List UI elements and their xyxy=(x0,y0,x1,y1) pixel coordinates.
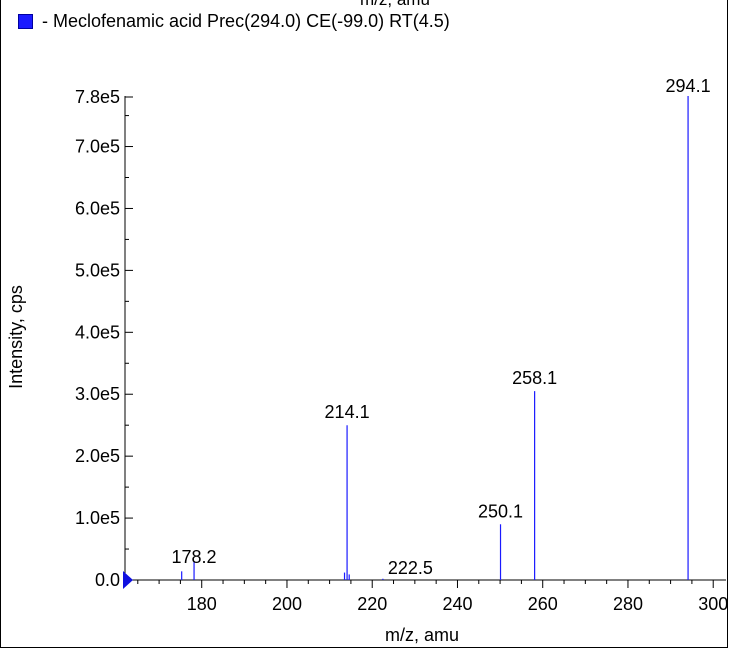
x-tick-label: 300 xyxy=(698,594,728,614)
y-tick-label: 7.0e5 xyxy=(75,137,120,157)
legend-swatch xyxy=(18,13,33,29)
y-tick-label: 2.0e5 xyxy=(75,446,120,466)
y-tick-label: 6.0e5 xyxy=(75,198,120,218)
peaks xyxy=(181,96,689,580)
y-axis: 0.0 1.0e5 2.0e5 3.0e5 4.0e5 5.0e5 6.0e5 7.0e5 7.… xyxy=(75,87,133,590)
peak-labels: 178.2 214.1 222.5 250.1 258.1 294.1 xyxy=(172,76,711,578)
peak-label: 294.1 xyxy=(666,76,711,96)
peak-label: 258.1 xyxy=(512,368,557,388)
y-tick-label: 3.0e5 xyxy=(75,384,120,404)
y-tick-label: 1.0e5 xyxy=(75,508,120,528)
x-tick-label: 200 xyxy=(272,594,302,614)
peak-label: 214.1 xyxy=(325,402,370,422)
zero-marker-icon[interactable] xyxy=(123,571,133,589)
x-tick-label: 280 xyxy=(613,594,643,614)
x-tick-label: 240 xyxy=(442,594,472,614)
legend[interactable]: - Meclofenamic acid Prec(294.0) CE(-99.0… xyxy=(18,10,450,32)
peak-label: 178.2 xyxy=(172,547,217,567)
x-tick-label: 180 xyxy=(187,594,217,614)
x-axis-title: m/z, amu xyxy=(385,625,459,645)
top-axis-label: m/z, amu xyxy=(360,0,430,8)
peak-label: 222.5 xyxy=(388,558,433,578)
x-axis: 180 200 220 240 260 280 300 xyxy=(125,579,728,614)
y-tick-label: 4.0e5 xyxy=(75,322,120,342)
x-tick-label: 220 xyxy=(357,594,387,614)
y-tick-label: 0.0 xyxy=(95,570,120,590)
y-tick-label: 5.0e5 xyxy=(75,260,120,280)
y-tick-label: 7.8e5 xyxy=(75,87,120,107)
peak-label: 250.1 xyxy=(478,501,523,521)
x-tick-label: 260 xyxy=(528,594,558,614)
y-axis-title: Intensity, cps xyxy=(6,285,26,389)
legend-text: - Meclofenamic acid Prec(294.0) CE(-99.0… xyxy=(42,10,450,31)
